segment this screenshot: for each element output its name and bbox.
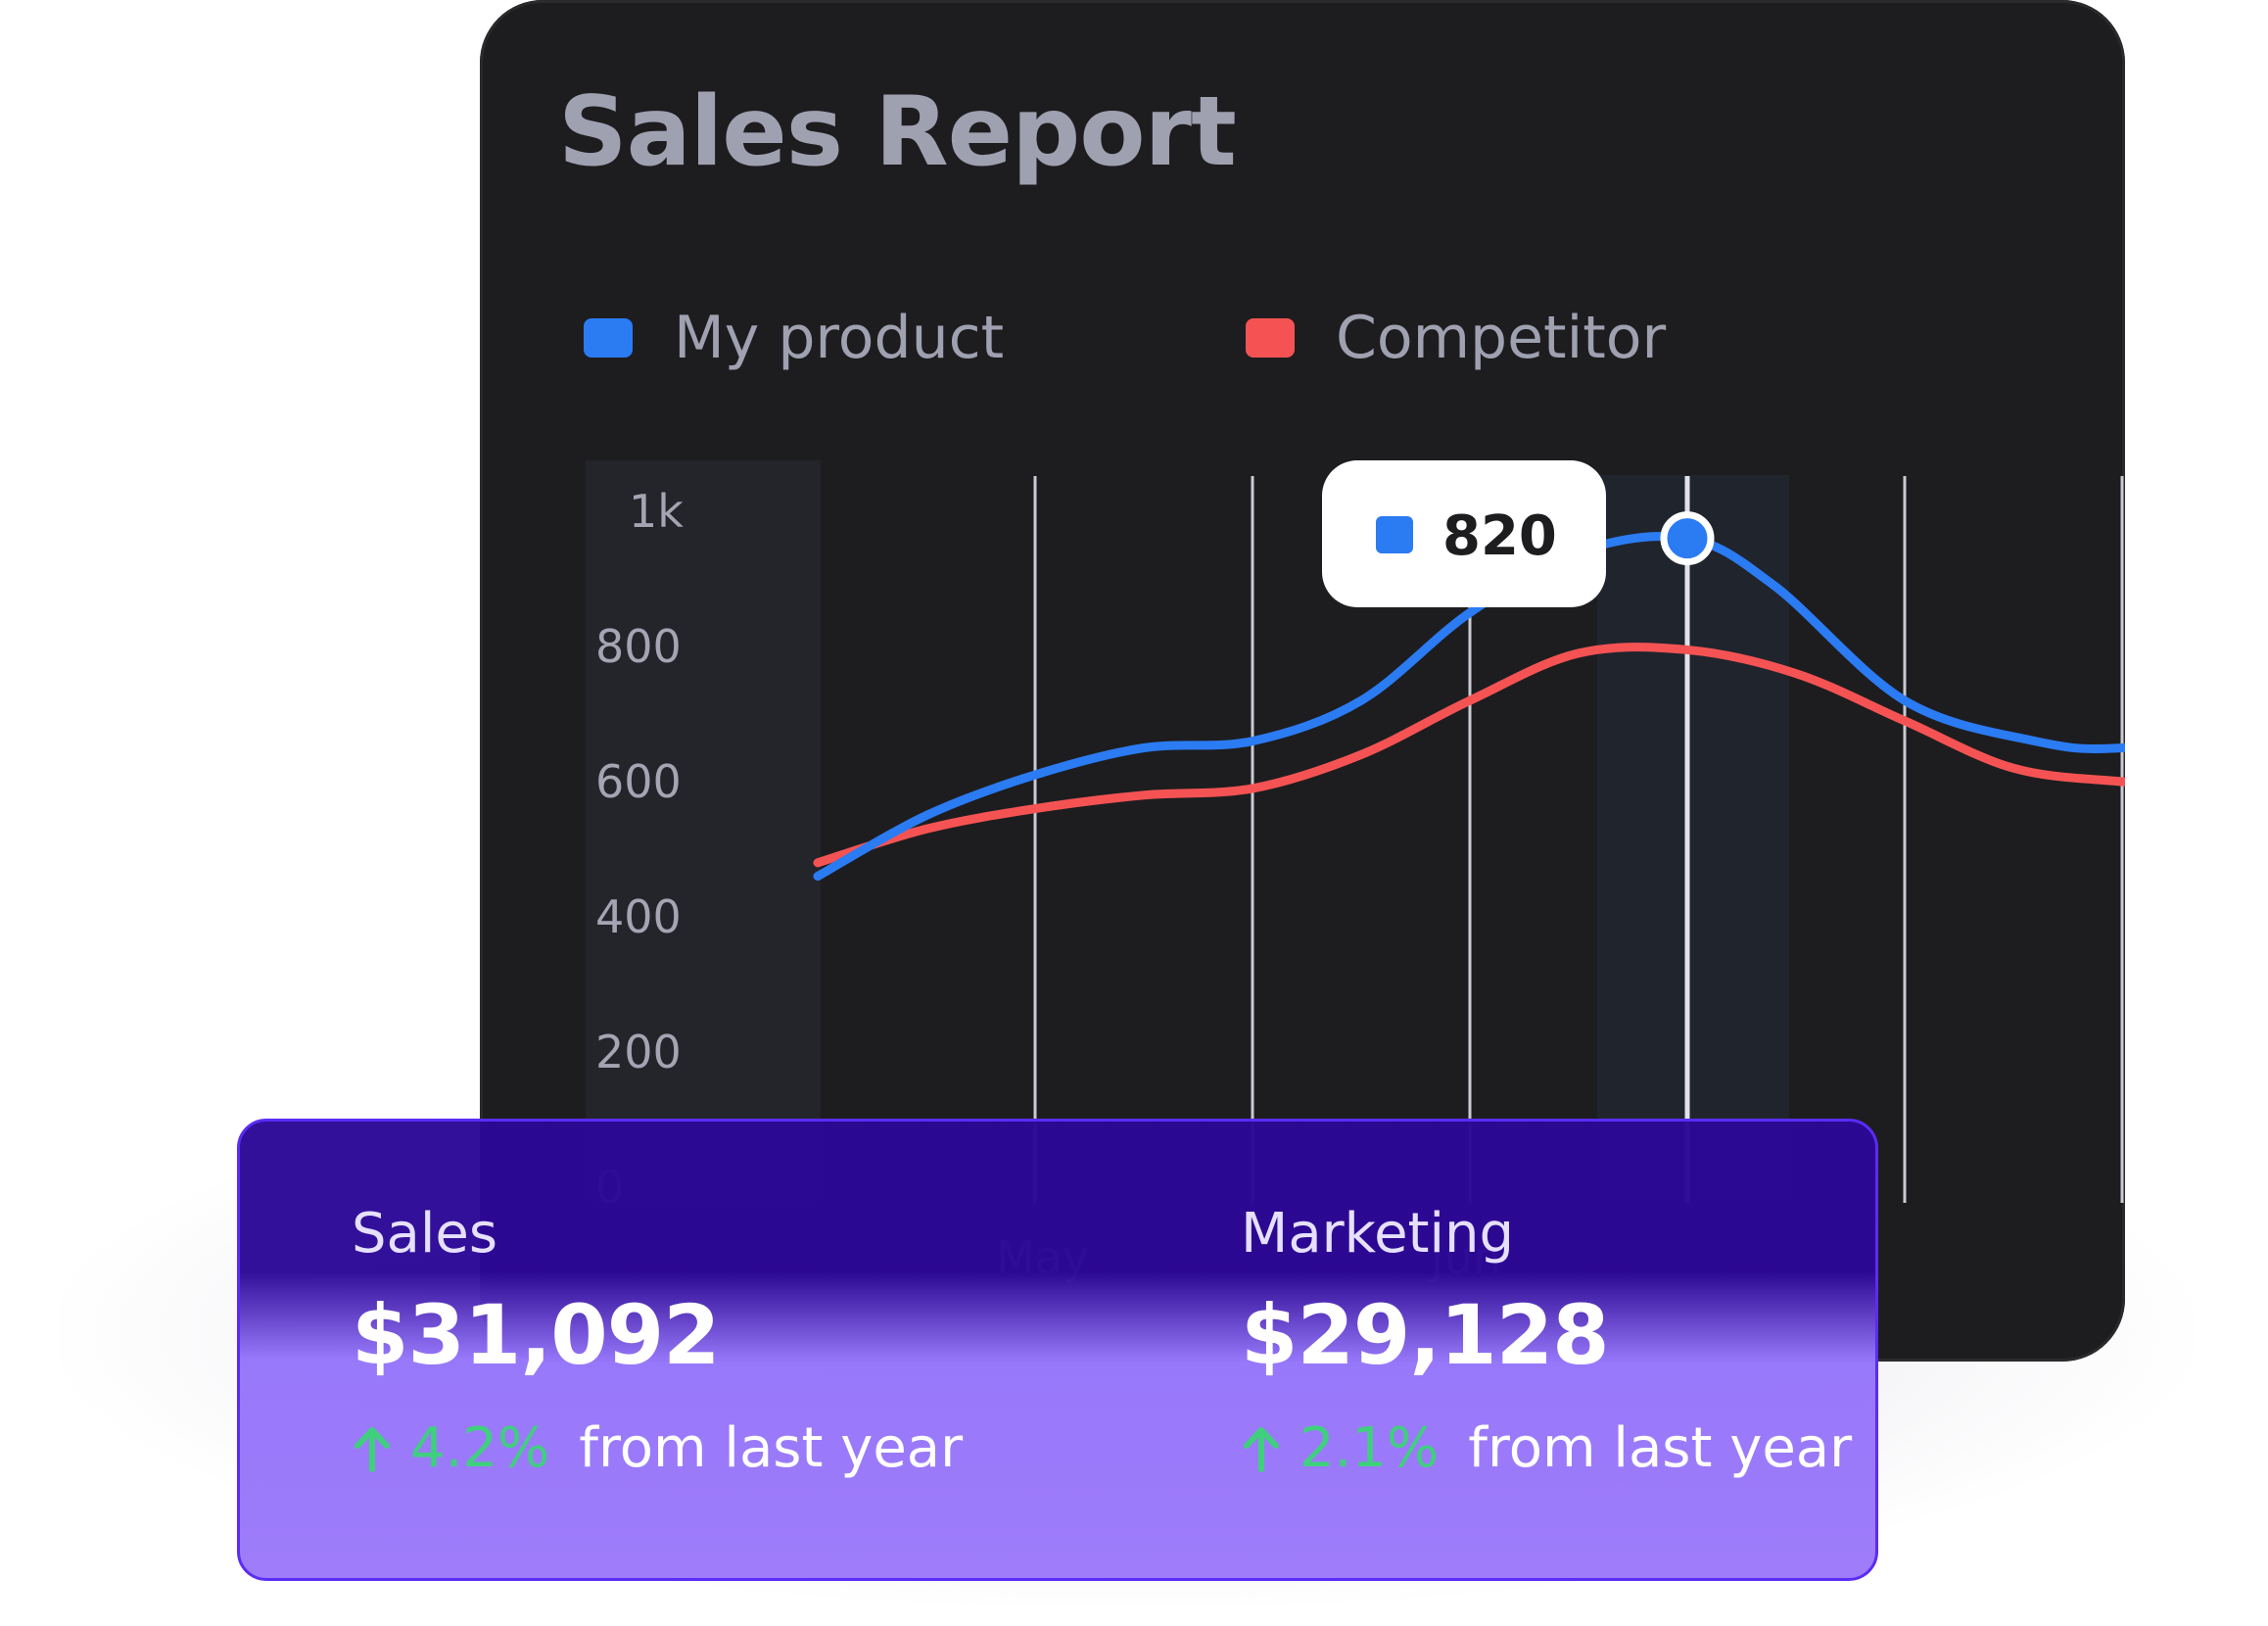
tooltip-box bbox=[1322, 460, 1606, 607]
stat-sales-period: from last year bbox=[579, 1416, 964, 1480]
stat-sales: Sales $31,092 4.2% from last year bbox=[352, 1202, 963, 1480]
stats-card: Sales $31,092 4.2% from last year Market… bbox=[237, 1119, 1878, 1581]
data-point-marker bbox=[1660, 511, 1715, 566]
legend-label-my-product: My product bbox=[674, 304, 1005, 372]
stat-marketing-label: Marketing bbox=[1241, 1202, 1515, 1266]
y-tick-label: 200 bbox=[595, 1026, 682, 1078]
stat-sales-change: 4.2% from last year bbox=[352, 1416, 963, 1480]
legend-swatch-my-product bbox=[584, 318, 633, 358]
stat-marketing-percent: 2.1% bbox=[1299, 1416, 1440, 1480]
tooltip-value: 820 bbox=[1442, 504, 1557, 568]
arrow-up-icon bbox=[1244, 1426, 1279, 1472]
y-axis-band bbox=[586, 460, 821, 1205]
highlight-band bbox=[1597, 475, 1789, 1200]
tooltip-swatch bbox=[1376, 516, 1413, 553]
stat-sales-percent: 4.2% bbox=[410, 1416, 550, 1480]
stat-marketing-value: $29,128 bbox=[1241, 1287, 1610, 1383]
stat-marketing-period: from last year bbox=[1468, 1416, 1853, 1480]
stat-marketing: Marketing $29,128 2.1% from last year bbox=[1241, 1202, 1852, 1480]
y-tick-label: 800 bbox=[595, 620, 682, 673]
arrow-up-icon bbox=[354, 1426, 390, 1472]
y-tick-label: 600 bbox=[595, 755, 682, 808]
stat-sales-label: Sales bbox=[352, 1202, 498, 1266]
report-title: Sales Report bbox=[558, 76, 1237, 188]
y-tick-label: 1k bbox=[629, 485, 684, 538]
series-line-competitor bbox=[813, 643, 2125, 868]
legend-item-my-product[interactable]: My product bbox=[584, 304, 1004, 372]
series-line-my-product bbox=[813, 532, 2125, 882]
line-chart: 1k8006004002000MayJunSepOct820 bbox=[586, 460, 2125, 1284]
y-tick-label: 400 bbox=[595, 890, 682, 943]
stat-marketing-change: 2.1% from last year bbox=[1241, 1416, 1852, 1480]
legend-item-competitor[interactable]: Competitor bbox=[1246, 304, 1666, 372]
legend-label-competitor: Competitor bbox=[1336, 304, 1667, 372]
stat-sales-value: $31,092 bbox=[352, 1287, 721, 1383]
legend-swatch-competitor bbox=[1246, 318, 1295, 358]
